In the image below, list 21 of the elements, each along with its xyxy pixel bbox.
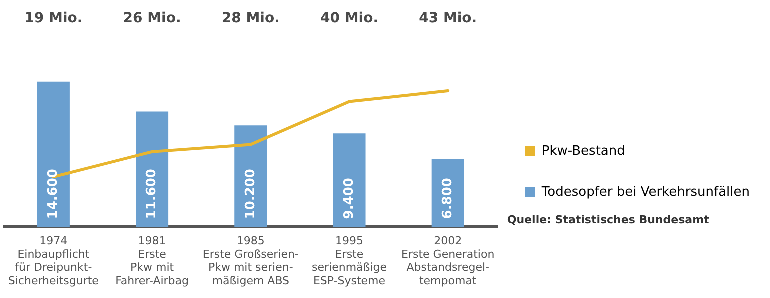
legend-label: Pkw-Bestand	[542, 144, 626, 159]
x-tick-label: 1995 Erste serienmäßige ESP-Systeme	[312, 234, 388, 288]
data-label: 43 Mio.	[419, 10, 478, 27]
x-tick-label: 2002 Erste Generation Abstandsregel- tempomat	[402, 234, 495, 288]
data-label: 40 Mio.	[320, 10, 379, 27]
data-label: 11.600	[144, 169, 160, 220]
x-tick-label: 1974 Einbaupflicht für Dreipunkt- Sicherheitsgurte	[8, 234, 100, 288]
data-label: 6.800	[440, 178, 456, 220]
data-label: 19 Mio.	[24, 10, 83, 27]
data-label: 26 Mio.	[123, 10, 182, 27]
source-note: Quelle: Statistisches Bundesamt	[507, 214, 710, 227]
bar	[136, 112, 169, 228]
bar	[333, 134, 366, 228]
bar	[37, 82, 70, 228]
x-tick-label: 1985 Erste Großserien- Pkw mit serien- mäßigem ABS	[202, 234, 299, 288]
data-label: 9.400	[342, 178, 357, 220]
legend-label: Todesopfer bei Verkehrsunfällen	[540, 184, 750, 200]
x-tick-label: 1981 Erste Pkw mit Fahrer-Airbag	[116, 234, 189, 288]
data-label: 10.200	[243, 169, 258, 220]
data-label: 28 Mio.	[222, 10, 280, 27]
data-label: 14.600	[46, 169, 62, 220]
